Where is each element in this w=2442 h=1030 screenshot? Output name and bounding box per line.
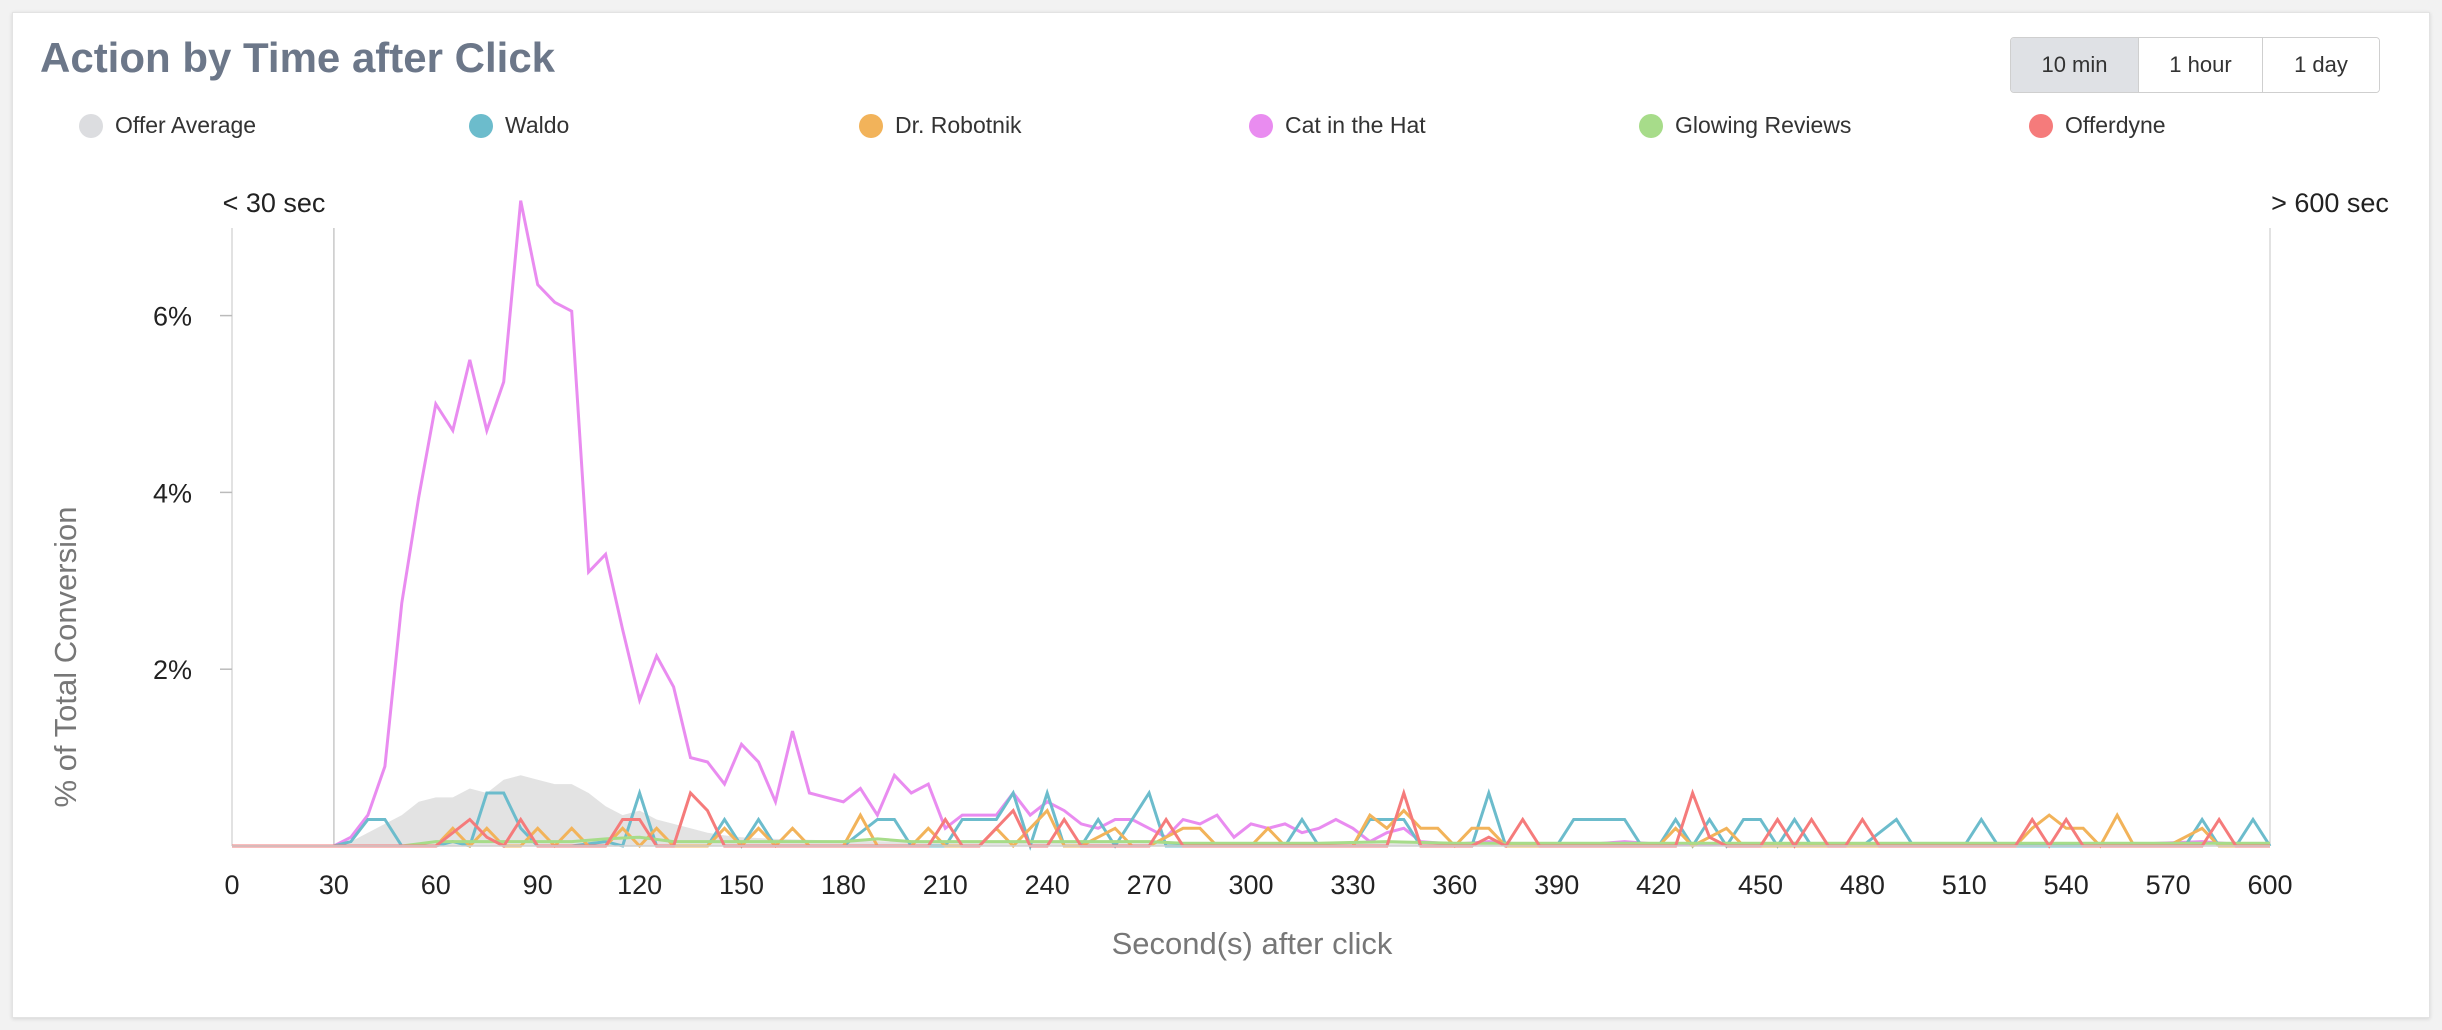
x-tick-label: 510 xyxy=(1942,870,1987,900)
left-bound-label: < 30 sec xyxy=(223,188,326,218)
y-tick-label: 2% xyxy=(153,655,192,685)
x-tick-label: 240 xyxy=(1025,870,1070,900)
x-tick-label: 120 xyxy=(617,870,662,900)
x-tick-label: 480 xyxy=(1840,870,1885,900)
range-1-hour-button[interactable]: 1 hour xyxy=(2139,38,2263,92)
legend-dot-offer-average xyxy=(79,113,103,138)
y-axis-title: % of Total Conversion xyxy=(48,507,83,808)
series-line-cat-in-the-hat xyxy=(232,200,2270,848)
x-axis-title: Second(s) after click xyxy=(1112,926,1393,961)
x-tick-label: 180 xyxy=(821,870,866,900)
x-tick-label: 420 xyxy=(1636,870,1681,900)
legend-label: Waldo xyxy=(505,112,570,138)
legend-item-offer-average[interactable]: Offer Average xyxy=(79,112,256,139)
legend-dot-offerdyne xyxy=(2029,113,2053,138)
line-series xyxy=(232,200,2272,851)
legend-item-cat-in-the-hat[interactable]: Cat in the Hat xyxy=(1249,112,1426,139)
right-bound-label: > 600 sec xyxy=(2271,188,2389,218)
legend-label: Dr. Robotnik xyxy=(895,112,1022,138)
x-tick-label: 330 xyxy=(1330,870,1375,900)
x-tick-label: 0 xyxy=(224,870,239,900)
y-tick-label: 4% xyxy=(153,478,192,508)
x-tick-label: 60 xyxy=(421,870,451,900)
x-tick-label: 570 xyxy=(2146,870,2191,900)
axes: 2% 4% 6% 0 30 60 90 120 150 180 210 240 270 300 330 360… xyxy=(153,302,2293,900)
time-range-selector: 10 min 1 hour 1 day xyxy=(2010,37,2380,93)
legend-dot-waldo xyxy=(469,113,493,138)
range-10-min-button[interactable]: 10 min xyxy=(2011,38,2139,92)
legend: Offer Average Waldo Dr. Robotnik Cat in … xyxy=(0,112,2442,146)
legend-item-dr-robotnik[interactable]: Dr. Robotnik xyxy=(859,112,1022,139)
series-area-offer-average xyxy=(232,775,2270,846)
chart-title: Action by Time after Click xyxy=(40,34,556,81)
x-tick-label: 360 xyxy=(1432,870,1477,900)
legend-label: Offer Average xyxy=(115,112,257,138)
x-tick-label: 600 xyxy=(2247,870,2292,900)
x-tick-label: 150 xyxy=(719,870,764,900)
x-tick-label: 210 xyxy=(923,870,968,900)
range-1-day-button[interactable]: 1 day xyxy=(2263,38,2379,92)
grid-lines xyxy=(231,228,2271,846)
x-tick-label: 300 xyxy=(1228,870,1273,900)
x-tick-label: 390 xyxy=(1534,870,1579,900)
area-series xyxy=(232,775,2270,846)
legend-label: Cat in the Hat xyxy=(1285,112,1426,138)
legend-dot-glowing-reviews xyxy=(1639,113,1663,138)
legend-label: Glowing Reviews xyxy=(1675,112,1852,138)
x-tick-label: 450 xyxy=(1738,870,1783,900)
x-tick-label: 30 xyxy=(319,870,349,900)
x-tick-label: 90 xyxy=(523,870,553,900)
legend-item-offerdyne[interactable]: Offerdyne xyxy=(2029,112,2166,139)
x-tick-label: 270 xyxy=(1127,870,1172,900)
legend-label: Offerdyne xyxy=(2065,112,2166,138)
legend-item-glowing-reviews[interactable]: Glowing Reviews xyxy=(1639,112,1851,139)
legend-dot-cat-in-the-hat xyxy=(1249,113,1273,138)
x-tick-label: 540 xyxy=(2044,870,2089,900)
legend-item-waldo[interactable]: Waldo xyxy=(469,112,569,139)
y-tick-label: 6% xyxy=(153,302,192,332)
legend-dot-dr-robotnik xyxy=(859,113,883,138)
